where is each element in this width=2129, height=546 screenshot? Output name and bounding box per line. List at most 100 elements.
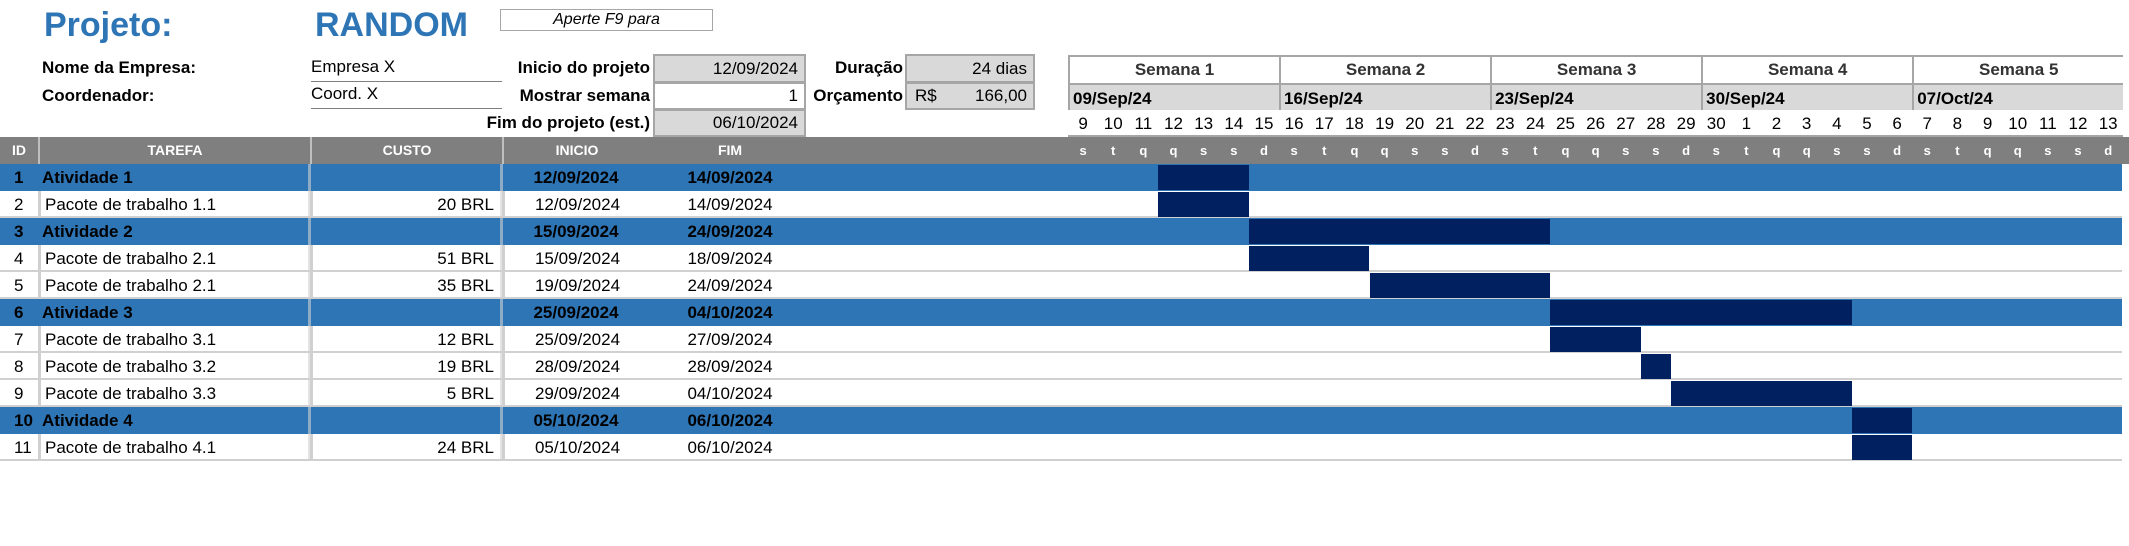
- weekday-letter: t: [1098, 137, 1129, 164]
- day-number: 13: [1194, 114, 1214, 133]
- day-number: 25: [1556, 114, 1575, 133]
- week-label: Semana 2: [1279, 55, 1491, 83]
- mostrar-semana-field[interactable]: 1: [653, 82, 806, 110]
- table-row[interactable]: [0, 380, 2122, 407]
- task-start[interactable]: 05/10/2024: [533, 411, 619, 430]
- table-row[interactable]: [0, 326, 2122, 353]
- coordenador-label: Coordenador:: [42, 86, 155, 105]
- task-start[interactable]: 25/09/2024: [533, 303, 619, 322]
- task-end[interactable]: 18/09/2024: [687, 249, 773, 268]
- task-end[interactable]: 04/10/2024: [687, 384, 773, 403]
- gantt-bar[interactable]: [1851, 408, 1913, 433]
- task-name[interactable]: Pacote de trabalho 4.1: [38, 434, 310, 461]
- orcamento-currency: R$: [915, 86, 937, 105]
- task-name[interactable]: Pacote de trabalho 3.3: [38, 380, 310, 407]
- gantt-bar[interactable]: [1248, 219, 1551, 244]
- task-cost[interactable]: [310, 407, 502, 434]
- weekday-letter: t: [1520, 137, 1551, 164]
- day-number: 3: [1801, 114, 1812, 133]
- row-id: 11: [14, 438, 32, 457]
- task-end[interactable]: 04/10/2024: [687, 303, 773, 322]
- col-id-header: ID: [0, 137, 38, 164]
- task-name[interactable]: Atividade 2: [42, 222, 133, 241]
- table-row[interactable]: [0, 272, 2122, 299]
- task-name[interactable]: Pacote de trabalho 1.1: [38, 191, 310, 218]
- day-number: 12: [2068, 114, 2088, 133]
- task-end[interactable]: 24/09/2024: [687, 276, 773, 295]
- gantt-bar[interactable]: [1550, 327, 1641, 352]
- gantt-bar[interactable]: [1369, 273, 1551, 298]
- gantt-bar[interactable]: [1550, 300, 1852, 325]
- task-cost[interactable]: 35 BRL: [310, 272, 502, 299]
- table-row[interactable]: [0, 245, 2122, 272]
- task-start[interactable]: 05/10/2024: [502, 434, 650, 461]
- coordenador-field[interactable]: Coord. X: [311, 84, 502, 109]
- table-row[interactable]: [0, 407, 2122, 434]
- gantt-bar[interactable]: [1248, 246, 1370, 271]
- task-start[interactable]: 25/09/2024: [502, 326, 650, 353]
- task-start[interactable]: 28/09/2024: [502, 353, 650, 380]
- weekday-letter: q: [1339, 137, 1370, 164]
- task-cost[interactable]: 19 BRL: [310, 353, 502, 380]
- task-cost[interactable]: 20 BRL: [310, 191, 502, 218]
- gantt-bar[interactable]: [1158, 165, 1249, 190]
- weekday-letter: q: [2002, 137, 2033, 164]
- day-number: 12: [1164, 114, 1183, 133]
- task-start[interactable]: 19/09/2024: [502, 272, 650, 299]
- day-number: 19: [1375, 114, 1395, 133]
- week-date: 30/Sep/24: [1701, 83, 1913, 110]
- gantt-bar[interactable]: [1158, 192, 1249, 217]
- task-end[interactable]: 14/09/2024: [687, 195, 773, 214]
- column-separator: [500, 164, 503, 461]
- table-row[interactable]: [0, 434, 2122, 461]
- task-name[interactable]: Atividade 1: [42, 168, 133, 187]
- task-start[interactable]: 15/09/2024: [533, 222, 619, 241]
- gantt-bar[interactable]: [1640, 354, 1671, 379]
- task-start[interactable]: 29/09/2024: [502, 380, 650, 407]
- task-end[interactable]: 24/09/2024: [687, 222, 773, 241]
- day-number: 17: [1314, 114, 1334, 133]
- task-cost[interactable]: 24 BRL: [310, 434, 502, 461]
- empresa-label: Nome da Empresa:: [42, 58, 196, 77]
- table-row[interactable]: [0, 191, 2122, 218]
- task-end[interactable]: 27/09/2024: [687, 330, 773, 349]
- task-name[interactable]: Atividade 3: [42, 303, 133, 322]
- task-name[interactable]: Pacote de trabalho 3.1: [38, 326, 310, 353]
- day-number: 4: [1832, 114, 1842, 133]
- task-cost[interactable]: 51 BRL: [310, 245, 502, 272]
- task-start[interactable]: 12/09/2024: [502, 191, 650, 218]
- row-id: 9: [14, 384, 24, 403]
- col-tarefa-header: TAREFA: [38, 137, 310, 164]
- task-cost[interactable]: 12 BRL: [310, 326, 502, 353]
- task-cost[interactable]: 5 BRL: [310, 380, 502, 407]
- table-row[interactable]: [0, 218, 2122, 245]
- task-start[interactable]: 12/09/2024: [533, 168, 619, 187]
- day-number: 27: [1616, 114, 1636, 133]
- day-number: 8: [1952, 114, 1963, 133]
- task-name[interactable]: Pacote de trabalho 2.1: [38, 245, 310, 272]
- table-row[interactable]: [0, 353, 2122, 380]
- task-name[interactable]: Pacote de trabalho 2.1: [38, 272, 310, 299]
- fim-field[interactable]: 06/10/2024: [653, 109, 806, 137]
- inicio-field[interactable]: 12/09/2024: [653, 54, 806, 83]
- weekday-letter: t: [1309, 137, 1340, 164]
- task-cost[interactable]: [310, 164, 502, 191]
- task-cost[interactable]: [310, 218, 502, 245]
- duracao-field[interactable]: 24 dias: [905, 54, 1035, 83]
- task-end[interactable]: 06/10/2024: [687, 438, 773, 457]
- task-name[interactable]: Atividade 4: [42, 411, 133, 430]
- task-start[interactable]: 15/09/2024: [502, 245, 650, 272]
- column-separator: [308, 164, 311, 461]
- task-name[interactable]: Pacote de trabalho 3.2: [38, 353, 310, 380]
- gantt-bar[interactable]: [1851, 435, 1913, 460]
- task-end[interactable]: 28/09/2024: [687, 357, 773, 376]
- task-end[interactable]: 06/10/2024: [687, 411, 773, 430]
- task-end[interactable]: 14/09/2024: [687, 168, 773, 187]
- weekday-letter: s: [1912, 137, 1943, 164]
- empresa-field[interactable]: Empresa X: [311, 57, 502, 82]
- week-date: 07/Oct/24: [1912, 83, 2124, 110]
- task-cost[interactable]: [310, 299, 502, 326]
- gantt-bar[interactable]: [1671, 381, 1852, 406]
- table-row[interactable]: [0, 164, 2122, 191]
- orcamento-field[interactable]: R$ 166,00: [905, 82, 1035, 110]
